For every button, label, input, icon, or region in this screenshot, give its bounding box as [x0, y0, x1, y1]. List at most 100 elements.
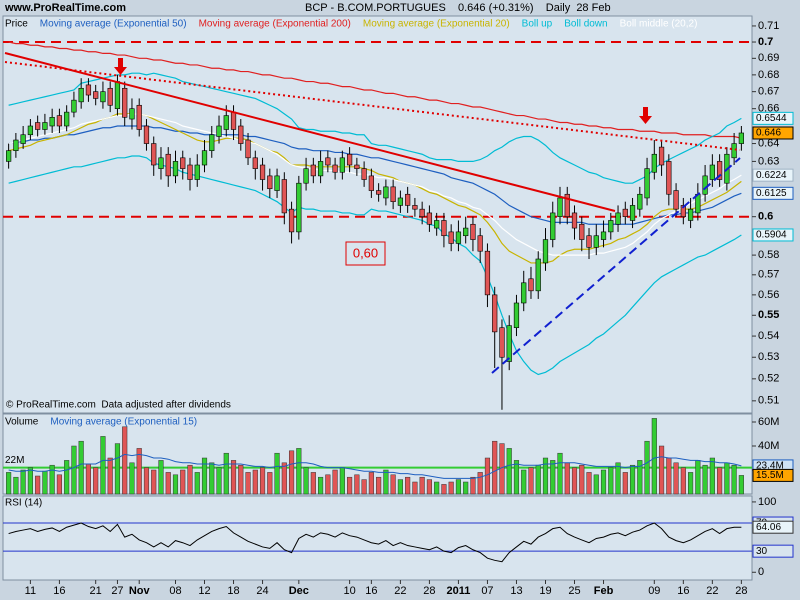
x-tick-label: 07	[481, 585, 493, 597]
candle-body	[267, 175, 273, 190]
candle-body	[49, 117, 55, 127]
x-tick-label: 16	[53, 585, 65, 597]
candle-body	[680, 205, 686, 217]
x-tick-label: 21	[90, 585, 102, 597]
legend-entry: Volume	[5, 417, 39, 428]
y-tick-label: 0.52	[758, 373, 779, 385]
chart-title: BCP - B.COM.PORTUGUES 0.646 (+0.31%) Dai…	[305, 2, 611, 14]
candle-body	[521, 282, 527, 304]
candle-body	[666, 161, 672, 195]
candle-body	[165, 153, 171, 177]
candle-body	[238, 125, 244, 144]
site: www.ProRealTime.com	[4, 2, 126, 14]
volume-bar	[245, 472, 251, 495]
y-tick-label: 0.68	[758, 69, 779, 81]
candle-body	[738, 132, 744, 144]
volume-bar	[550, 460, 556, 495]
candle-body	[27, 125, 34, 136]
volume-bar	[484, 457, 491, 495]
candle-body	[107, 87, 113, 106]
candle-body	[535, 258, 541, 292]
candle-body	[71, 99, 77, 113]
candle-body	[64, 111, 70, 127]
volume-bar	[564, 462, 570, 495]
volume-bar	[165, 472, 171, 495]
volume-bar	[332, 469, 338, 495]
x-tick-label: 18	[227, 585, 239, 597]
volume-bar	[223, 452, 229, 495]
volume-bar	[252, 469, 258, 495]
y-tick-label: 0.57	[758, 269, 779, 281]
candle-body	[397, 197, 404, 206]
legend-entry: Boll middle (20,2)	[620, 19, 698, 30]
volume-bar	[172, 474, 179, 495]
arrow	[639, 107, 652, 124]
value-tag-box	[752, 468, 794, 482]
candle-body	[42, 122, 48, 130]
volume-bar	[405, 476, 411, 495]
candle-body	[136, 104, 142, 130]
volume-bar	[521, 469, 527, 495]
volume-bar	[412, 481, 418, 495]
volume-bar	[20, 469, 26, 495]
x-tick-label: Dec	[289, 585, 309, 597]
x-tick-label: 12	[198, 585, 210, 597]
volume-bar	[209, 462, 215, 495]
candle-body	[484, 250, 491, 296]
volume-bar	[71, 445, 77, 495]
volume-bar	[310, 472, 316, 495]
candle-body	[85, 84, 92, 96]
candle-body	[368, 175, 374, 191]
candle-body	[542, 239, 549, 264]
volume-bar	[230, 460, 237, 495]
y-tick-label: 0.69	[758, 52, 779, 64]
candle-body	[143, 125, 150, 144]
candle-body	[608, 220, 614, 233]
candle-body	[586, 235, 592, 248]
candle-body	[405, 193, 411, 206]
volume-bar	[129, 462, 135, 495]
volume-bar	[492, 440, 498, 495]
value-tag-box	[752, 111, 794, 125]
volume-bar	[542, 457, 549, 495]
legend-entry: Boll down	[564, 19, 607, 30]
y-tick-label: 0.71	[758, 20, 779, 32]
candle-body	[434, 220, 440, 229]
volume-bar	[383, 469, 389, 495]
x-tick-label: 22	[706, 585, 718, 597]
candle-body	[151, 143, 157, 166]
x-tick-label: 22	[394, 585, 406, 597]
indicator-line	[8, 72, 742, 184]
candle-body	[223, 115, 229, 130]
candle-body	[600, 231, 607, 240]
candle-body	[615, 212, 621, 225]
candle-body	[259, 164, 266, 180]
annotation: 0,60	[353, 245, 378, 260]
volume-bar	[426, 479, 432, 495]
y-tick-label: 0.51	[758, 395, 779, 407]
candle-body	[448, 231, 454, 244]
volume-bar	[194, 472, 200, 495]
value-tag-box	[752, 520, 794, 534]
candle-body	[194, 164, 200, 180]
candle-body	[78, 87, 84, 103]
y-tick-label: 0.66	[758, 103, 779, 115]
candle-body	[296, 182, 302, 233]
candle-body	[20, 134, 26, 144]
candle-body	[593, 235, 599, 248]
candle-body	[477, 235, 483, 252]
candle-body	[56, 115, 63, 127]
candle-body	[288, 208, 295, 233]
x-tick-label: 27	[111, 585, 123, 597]
legend-entry: Moving average (Exponential 200)	[199, 19, 351, 30]
volume-bar	[13, 476, 19, 495]
candle-body	[201, 150, 208, 166]
volume-bar	[666, 457, 672, 495]
y-tick-label: 40M	[758, 440, 779, 452]
volume-bar	[717, 467, 723, 495]
volume-bar	[506, 448, 512, 495]
volume-bar	[608, 467, 614, 495]
y-tick-label: 100	[758, 496, 776, 508]
y-tick-label: 0.56	[758, 289, 779, 301]
